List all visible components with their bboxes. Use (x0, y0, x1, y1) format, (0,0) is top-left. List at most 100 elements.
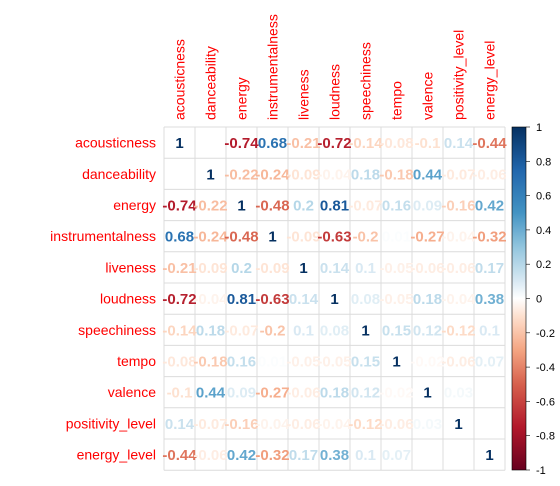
cell-value: -0.27 (410, 229, 444, 246)
row-label: speechiness (78, 322, 156, 338)
cell-value: 0.14 (289, 291, 319, 308)
legend-tick-label: 0.6 (536, 191, 551, 203)
cell-value: -0.08 (162, 354, 196, 371)
cell-value: 0.38 (475, 291, 504, 308)
column-label: loudness (327, 64, 343, 120)
column-label: positivity_level (451, 30, 467, 120)
cell-value: 0.2 (293, 198, 314, 215)
cell-value: 0.09 (227, 385, 256, 402)
cell-value: -0.12 (441, 322, 475, 339)
cell-value: 0.03 (444, 385, 473, 402)
cell-value: -0.06 (286, 416, 320, 433)
cell-value: 0.14 (444, 135, 474, 152)
cell-value: 0.18 (413, 291, 442, 308)
cell-value: 0.42 (227, 447, 256, 464)
row-label: positivity_level (66, 415, 156, 431)
cell-value: -0.04 (317, 166, 352, 183)
row-labels: acousticness danceability energy instrument… (50, 135, 156, 463)
cell-value: 0.1 (355, 447, 376, 464)
cell-value: -0.2 (353, 229, 379, 246)
cell-value: -0.05 (317, 354, 351, 371)
cell-value: 0.14 (320, 260, 350, 277)
cell-value: -0.2 (260, 322, 286, 339)
row-label: acousticness (75, 135, 156, 151)
cell-value: -0.05 (286, 354, 320, 371)
matrix-background (164, 127, 505, 471)
cell-value: -0.27 (255, 385, 289, 402)
cell-value: 0.81 (320, 198, 349, 215)
cell-value: -0.07 (224, 322, 258, 339)
cell-value: -0.07 (441, 166, 475, 183)
cell-value: -0.08 (379, 135, 413, 152)
column-label: liveness (296, 69, 312, 120)
cell-value: 0.68 (258, 135, 287, 152)
row-label: valence (108, 384, 156, 400)
heatmap-cells (164, 127, 505, 471)
cell-value: -0.72 (162, 291, 196, 308)
cell-value: -0.02 (410, 354, 444, 371)
cell-value: -0.63 (317, 229, 351, 246)
column-label: danceability (203, 46, 219, 120)
column-label: valence (420, 72, 436, 120)
cell-value: -0.48 (255, 198, 289, 215)
column-labels: acousticness danceability energy instrument… (172, 14, 498, 120)
cell-value: -0.32 (255, 447, 289, 464)
cell-value: -0.09 (255, 260, 289, 277)
cell-value: -0.05 (379, 260, 413, 277)
cell-value: -0.04 (255, 416, 290, 433)
cell-value: 1 (175, 135, 183, 152)
cell-value: -0.24 (255, 166, 290, 183)
cell-value: -0.24 (193, 229, 228, 246)
cell-value: 0.2 (231, 260, 252, 277)
cell-value: -0.06 (410, 260, 444, 277)
cell-value: -0.05 (379, 291, 413, 308)
cell-value: 0.16 (227, 354, 256, 371)
cell-value: -0.18 (193, 354, 227, 371)
cell-value: 1 (392, 354, 400, 371)
legend-tick-label: 0 (536, 294, 542, 306)
cell-value: -0.21 (162, 260, 196, 277)
cell-value: 0.68 (165, 229, 194, 246)
cell-value: 0.12 (351, 385, 380, 402)
cell-value: -0.07 (193, 416, 227, 433)
cell-value: 0.18 (351, 166, 380, 183)
cell-value: -0.63 (255, 291, 289, 308)
legend-color-bar (511, 126, 527, 471)
cell-value: -0.22 (224, 166, 258, 183)
cell-value: 0.15 (382, 322, 411, 339)
cell-value: 0.03 (413, 416, 442, 433)
legend-tick-label: -0.2 (536, 328, 555, 340)
row-label: danceability (82, 166, 156, 182)
cell-value: -0.06 (193, 447, 227, 464)
color-legend: 1 0.8 0.6 0.4 0.2 0 -0.2 -0.4 -0.6 -0.8 -1 (511, 122, 555, 477)
column-label: speechiness (358, 42, 374, 120)
cell-value: -0.06 (441, 260, 475, 277)
cell-value: 0.07 (382, 447, 411, 464)
cell-value: 0.08 (320, 322, 349, 339)
cell-value: -0.12 (348, 416, 382, 433)
cell-value: 0.01 (258, 354, 287, 371)
cell-value: 1 (330, 291, 338, 308)
column-label: energy_level (482, 41, 498, 120)
cell-value: -0.1 (415, 135, 441, 152)
cell-value: 0.1 (355, 260, 376, 277)
cell-value: 1 (361, 322, 369, 339)
legend-tick-label: 0.4 (536, 225, 551, 237)
cell-value: 0.16 (382, 198, 411, 215)
cell-value: 0.12 (413, 322, 442, 339)
cell-value: -0.14 (162, 322, 197, 339)
cell-value: 0.38 (320, 447, 349, 464)
cell-value: 0.15 (351, 354, 380, 371)
cell-value: 1 (454, 416, 462, 433)
row-label: tempo (117, 353, 156, 369)
cell-value: 0.1 (293, 322, 314, 339)
cell-value: 1 (423, 385, 431, 402)
legend-tick-label: -0.8 (536, 431, 555, 443)
cell-value: -0.74 (162, 198, 197, 215)
cell-value: 1 (268, 229, 276, 246)
cell-value: -0.14 (348, 135, 383, 152)
row-label: energy (113, 197, 156, 213)
cell-values: 1 -0.74 0.68 -0.21-0.72-0.14-0.08 -0.1 0.14 -0… (162, 135, 507, 464)
cell-value: -0.06 (441, 354, 475, 371)
cell-value: -0.06 (286, 385, 320, 402)
